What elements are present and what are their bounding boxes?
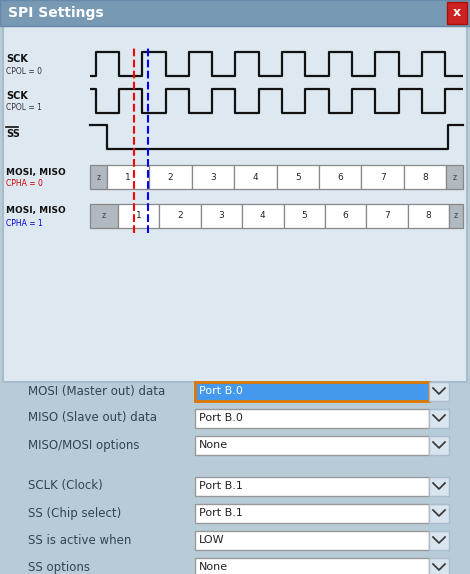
Text: Port B.1: Port B.1 (199, 481, 243, 491)
FancyBboxPatch shape (242, 204, 283, 228)
Text: 6: 6 (337, 173, 343, 181)
FancyBboxPatch shape (283, 204, 325, 228)
Text: LOW: LOW (199, 535, 225, 545)
Text: Port B.0: Port B.0 (199, 413, 243, 423)
FancyBboxPatch shape (404, 165, 446, 189)
FancyBboxPatch shape (446, 165, 463, 189)
FancyBboxPatch shape (447, 2, 467, 24)
Text: 7: 7 (380, 173, 385, 181)
Text: CPHA = 1: CPHA = 1 (6, 219, 43, 227)
FancyBboxPatch shape (195, 436, 429, 455)
Text: 3: 3 (219, 211, 224, 220)
FancyBboxPatch shape (118, 204, 159, 228)
FancyBboxPatch shape (90, 204, 118, 228)
Text: 7: 7 (384, 211, 390, 220)
Text: 3: 3 (210, 173, 216, 181)
Text: 8: 8 (425, 211, 431, 220)
Text: None: None (199, 562, 228, 572)
FancyBboxPatch shape (429, 530, 449, 549)
Text: 4: 4 (252, 173, 258, 181)
Text: SCK: SCK (6, 91, 28, 101)
Text: SS: SS (6, 129, 20, 139)
Text: z: z (454, 211, 458, 220)
FancyBboxPatch shape (159, 204, 201, 228)
FancyBboxPatch shape (325, 204, 366, 228)
Text: MISO (Slave out) data: MISO (Slave out) data (28, 412, 157, 425)
FancyBboxPatch shape (449, 204, 463, 228)
Text: 6: 6 (343, 211, 348, 220)
Text: 5: 5 (301, 211, 307, 220)
FancyBboxPatch shape (429, 382, 449, 401)
Text: 5: 5 (295, 173, 301, 181)
FancyBboxPatch shape (149, 165, 192, 189)
FancyBboxPatch shape (407, 204, 449, 228)
Text: Port B.1: Port B.1 (199, 508, 243, 518)
Text: Port B.0: Port B.0 (199, 386, 243, 396)
Text: SCK: SCK (6, 54, 28, 64)
FancyBboxPatch shape (276, 165, 319, 189)
FancyBboxPatch shape (195, 409, 429, 428)
Text: SS options: SS options (28, 560, 90, 573)
FancyBboxPatch shape (361, 165, 404, 189)
Text: 1: 1 (136, 211, 141, 220)
Text: MOSI, MISO: MOSI, MISO (6, 207, 66, 215)
FancyBboxPatch shape (195, 530, 429, 549)
FancyBboxPatch shape (195, 557, 429, 574)
Text: CPOL = 0: CPOL = 0 (6, 67, 42, 76)
Text: SS is active when: SS is active when (28, 533, 132, 546)
FancyBboxPatch shape (429, 503, 449, 522)
FancyBboxPatch shape (429, 409, 449, 428)
Text: MOSI, MISO: MOSI, MISO (6, 168, 66, 176)
Text: 2: 2 (177, 211, 183, 220)
FancyBboxPatch shape (429, 436, 449, 455)
FancyBboxPatch shape (195, 503, 429, 522)
FancyBboxPatch shape (234, 165, 276, 189)
FancyBboxPatch shape (107, 165, 149, 189)
Text: SS (Chip select): SS (Chip select) (28, 506, 121, 519)
Text: x: x (453, 6, 461, 20)
FancyBboxPatch shape (429, 557, 449, 574)
Text: 2: 2 (167, 173, 173, 181)
FancyBboxPatch shape (195, 382, 429, 401)
FancyBboxPatch shape (319, 165, 361, 189)
FancyBboxPatch shape (192, 165, 234, 189)
FancyBboxPatch shape (3, 26, 467, 382)
Text: CPOL = 1: CPOL = 1 (6, 103, 42, 113)
FancyBboxPatch shape (366, 204, 407, 228)
Text: 1: 1 (125, 173, 131, 181)
Text: z: z (102, 211, 106, 220)
Text: CPHA = 0: CPHA = 0 (6, 180, 43, 188)
Text: SPI Settings: SPI Settings (8, 6, 103, 20)
Text: 8: 8 (423, 173, 428, 181)
Text: SCLK (Clock): SCLK (Clock) (28, 479, 103, 492)
FancyBboxPatch shape (201, 204, 242, 228)
Text: z: z (453, 173, 457, 181)
FancyBboxPatch shape (429, 476, 449, 495)
FancyBboxPatch shape (195, 476, 429, 495)
FancyBboxPatch shape (90, 165, 107, 189)
Text: MOSI (Master out) data: MOSI (Master out) data (28, 385, 165, 398)
Text: z: z (96, 173, 101, 181)
Text: None: None (199, 440, 228, 450)
Text: 4: 4 (260, 211, 266, 220)
FancyBboxPatch shape (0, 0, 470, 26)
Text: MISO/MOSI options: MISO/MOSI options (28, 439, 140, 452)
